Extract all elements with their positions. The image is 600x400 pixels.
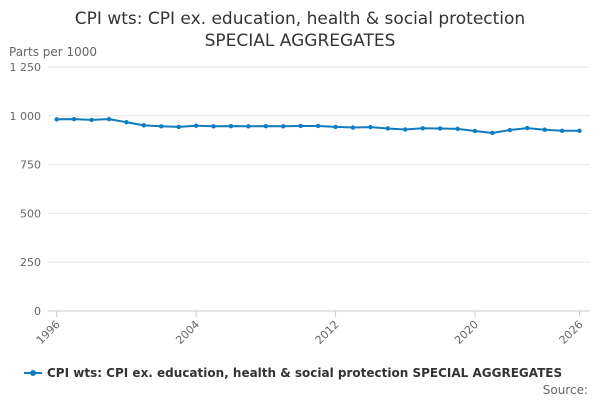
data-point (403, 127, 408, 132)
data-point (507, 127, 513, 133)
y-tick-label: 250 (20, 256, 41, 269)
x-tick-label: 2004 (173, 318, 202, 347)
data-point (577, 128, 582, 134)
data-point (176, 124, 181, 130)
y-axis-label: Parts per 1000 (9, 45, 98, 59)
legend-series-label: CPI wts: CPI ex. education, health & soc… (47, 366, 563, 380)
chart-title-line-1: CPI wts: CPI ex. education, health & soc… (74, 9, 526, 29)
y-tick-label: 1 000 (10, 110, 42, 123)
data-point (472, 128, 478, 134)
data-point (124, 120, 129, 125)
data-point (246, 124, 251, 129)
data-point (315, 123, 321, 129)
source-label: Source: (542, 383, 588, 397)
data-point (333, 124, 338, 130)
data-point (368, 124, 373, 130)
data-point (106, 116, 112, 122)
data-point (281, 124, 286, 129)
data-point (89, 117, 94, 123)
data-point (350, 125, 356, 130)
legend[interactable]: CPI wts: CPI ex. education, health & soc… (24, 366, 562, 380)
x-tick-label: 2026 (557, 318, 586, 347)
x-tick-label: 2012 (313, 318, 342, 347)
chart-title: CPI wts: CPI ex. education, health & soc… (0, 8, 600, 52)
data-point (420, 126, 425, 131)
data-point (159, 124, 164, 129)
legend-series-marker (24, 368, 42, 378)
y-tick-label: 1 250 (10, 61, 42, 74)
data-point (525, 125, 530, 131)
x-tick-label: 1996 (34, 318, 63, 347)
data-point (542, 127, 547, 132)
chart-title-line-2: SPECIAL AGGREGATES (204, 31, 396, 51)
data-point (263, 123, 269, 129)
data-point (298, 123, 303, 129)
data-point (455, 126, 460, 132)
x-tick-label: 2020 (452, 318, 481, 347)
data-point (71, 116, 77, 122)
y-tick-label: 750 (20, 159, 41, 172)
data-point (54, 117, 59, 122)
data-point (437, 126, 443, 131)
y-tick-label: 500 (20, 207, 41, 220)
data-point (385, 126, 391, 131)
data-point (559, 128, 565, 134)
data-point (490, 130, 495, 136)
data-point (141, 123, 147, 128)
y-tick-label: 0 (34, 305, 41, 318)
data-point (228, 123, 234, 129)
data-point (211, 124, 216, 129)
data-point (193, 123, 199, 128)
